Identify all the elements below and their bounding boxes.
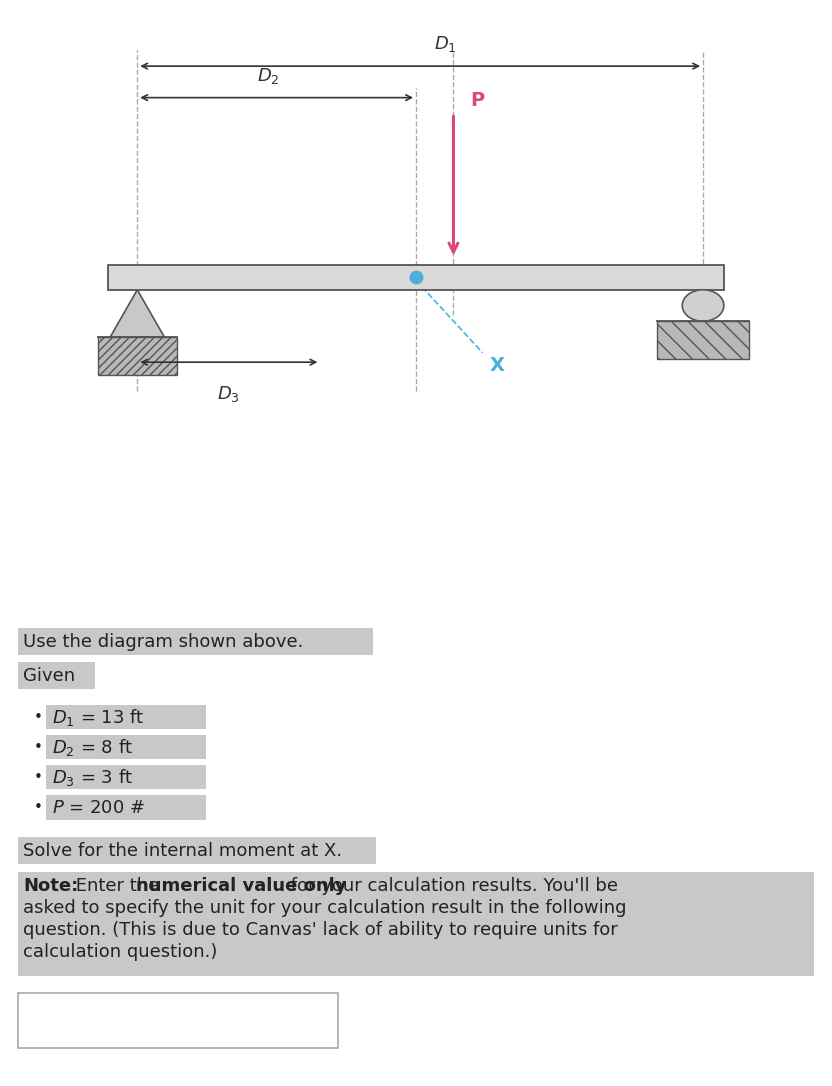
Text: asked to specify the unit for your calculation result in the following: asked to specify the unit for your calcu…: [23, 899, 626, 917]
Text: $\mathit{D}_{2}$ = 8 ft: $\mathit{D}_{2}$ = 8 ft: [52, 737, 133, 758]
Text: $D_2$: $D_2$: [257, 66, 280, 86]
FancyBboxPatch shape: [18, 628, 373, 655]
Text: question. (This is due to Canvas' lack of ability to require units for: question. (This is due to Canvas' lack o…: [23, 921, 617, 938]
Text: •: •: [33, 740, 42, 755]
Text: $\mathbf{X}$: $\mathbf{X}$: [489, 356, 506, 375]
FancyBboxPatch shape: [46, 766, 206, 790]
Text: $D_3$: $D_3$: [217, 384, 240, 404]
FancyBboxPatch shape: [18, 872, 814, 976]
FancyBboxPatch shape: [46, 795, 206, 820]
Text: $\mathbf{P}$: $\mathbf{P}$: [470, 91, 485, 110]
Text: Enter the: Enter the: [70, 876, 165, 895]
Text: •: •: [33, 800, 42, 814]
FancyBboxPatch shape: [18, 836, 376, 863]
Text: Solve for the internal moment at X.: Solve for the internal moment at X.: [23, 842, 342, 860]
Text: $\mathit{D}_{1}$ = 13 ft: $\mathit{D}_{1}$ = 13 ft: [52, 707, 145, 728]
Text: numerical value only: numerical value only: [136, 876, 346, 895]
Bar: [657, 321, 749, 359]
Text: $\mathit{D}_{3}$ = 3 ft: $\mathit{D}_{3}$ = 3 ft: [52, 767, 133, 788]
Text: $D_1$: $D_1$: [433, 34, 457, 53]
Circle shape: [682, 290, 724, 321]
Text: Note:: Note:: [23, 876, 78, 895]
Text: Use the diagram shown above.: Use the diagram shown above.: [23, 633, 304, 652]
FancyBboxPatch shape: [46, 735, 206, 759]
Text: calculation question.): calculation question.): [23, 943, 217, 961]
Text: •: •: [33, 710, 42, 724]
Text: $\mathit{P}$ = 200 #: $\mathit{P}$ = 200 #: [52, 798, 146, 817]
Bar: [108, 265, 724, 290]
Text: for your calculation results. You'll be: for your calculation results. You'll be: [285, 876, 618, 895]
FancyBboxPatch shape: [18, 662, 95, 690]
FancyBboxPatch shape: [18, 993, 338, 1048]
Polygon shape: [110, 290, 165, 337]
FancyBboxPatch shape: [46, 705, 206, 730]
Text: •: •: [33, 770, 42, 785]
Text: Given: Given: [23, 667, 75, 685]
Bar: [98, 337, 177, 375]
